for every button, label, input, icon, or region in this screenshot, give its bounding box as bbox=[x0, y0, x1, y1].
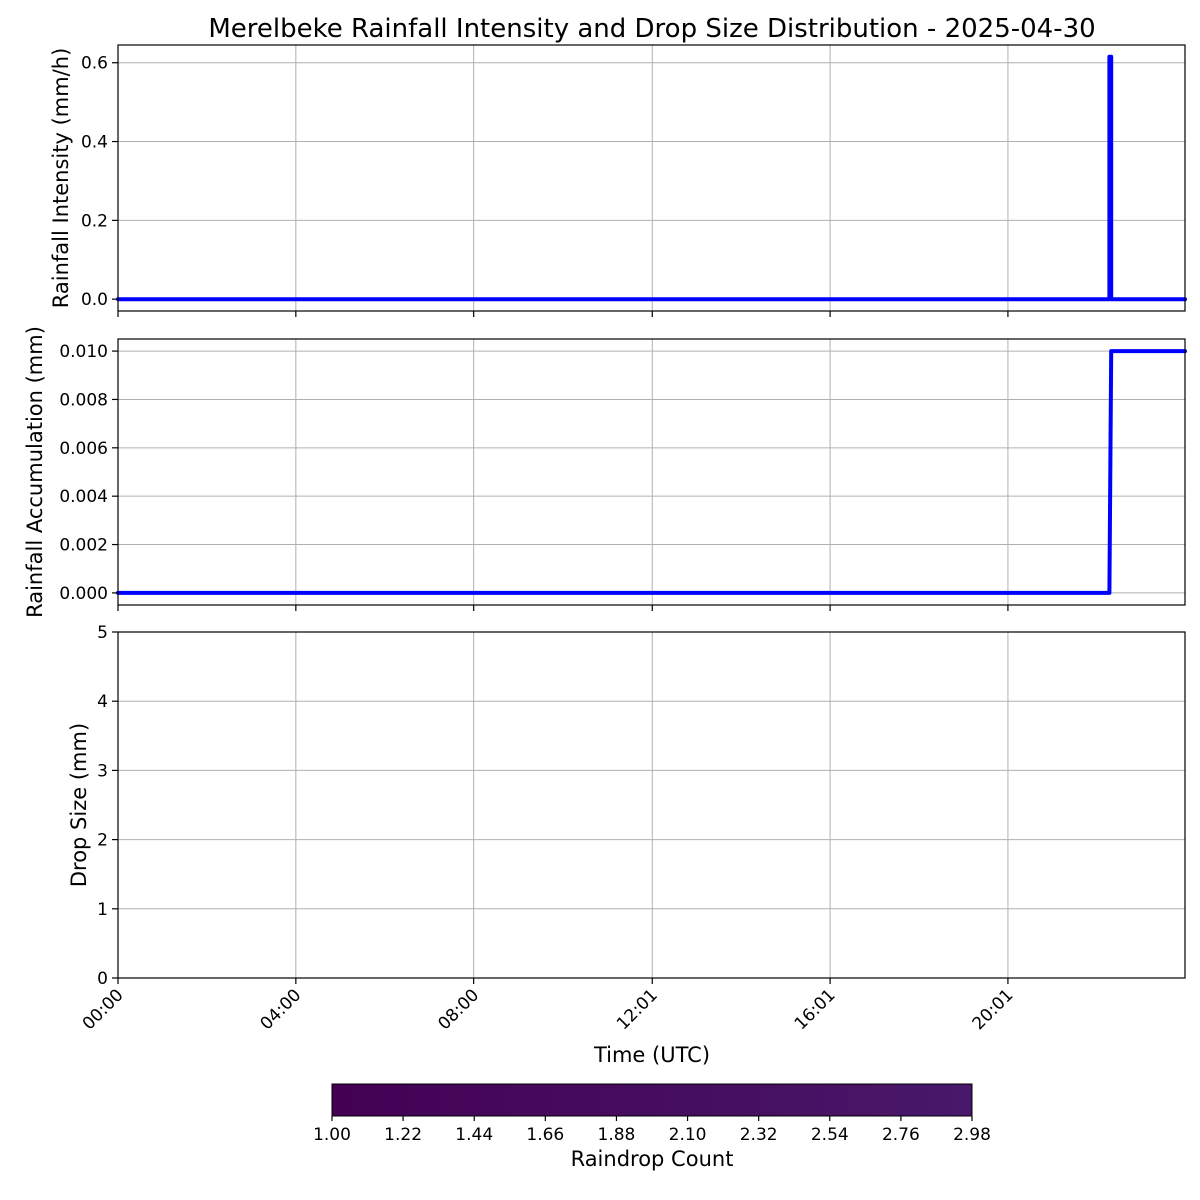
drop-size-y-tick-label: 5 bbox=[97, 623, 108, 643]
colorbar-tick-label: 2.32 bbox=[740, 1125, 778, 1145]
drop-size-y-tick-label: 4 bbox=[97, 692, 108, 712]
intensity-y-tick-label: 0.0 bbox=[81, 290, 108, 310]
colorbar-gradient bbox=[331, 1083, 973, 1117]
accumulation-y-tick-label: 0.002 bbox=[59, 536, 108, 556]
intensity-y-axis-label: Rainfall Intensity (mm/h) bbox=[49, 48, 73, 309]
intensity-panel: 0.0 0.2 0.4 0.6 Rainfall Intensity (mm/h) bbox=[49, 44, 1187, 317]
accumulation-y-tick-label: 0.004 bbox=[59, 487, 108, 507]
accumulation-y-tick-label: 0.008 bbox=[59, 390, 108, 410]
intensity-series-line bbox=[116, 54, 1187, 302]
x-tick-label: 08:00 bbox=[434, 985, 483, 1034]
accumulation-y-tick-label: 0.010 bbox=[59, 342, 108, 362]
colorbar-tick-label: 2.76 bbox=[882, 1125, 920, 1145]
colorbar-tick-label: 1.22 bbox=[384, 1125, 422, 1145]
colorbar-tick-label: 1.66 bbox=[526, 1125, 564, 1145]
accumulation-panel: 0.000 0.002 0.004 0.006 0.008 0.010 Rainfall … bbox=[23, 326, 1187, 618]
x-tick-label: 16:01 bbox=[791, 985, 840, 1034]
accumulation-y-tick-label: 0.000 bbox=[59, 584, 108, 604]
x-tick-label: 20:01 bbox=[969, 985, 1018, 1034]
x-tick-label: 12:01 bbox=[613, 985, 662, 1034]
colorbar-tick-label: 1.44 bbox=[455, 1125, 493, 1145]
time-x-axis-label: Time (UTC) bbox=[593, 1043, 710, 1067]
accumulation-y-axis-label: Rainfall Accumulation (mm) bbox=[23, 326, 47, 618]
colorbar-tick-label: 2.10 bbox=[669, 1125, 707, 1145]
drop-size-y-axis-label: Drop Size (mm) bbox=[67, 723, 91, 887]
drop-size-panel: 0 1 2 3 4 5 00:00 04:00 08:00 12:01 16:01 20:01 Dr… bbox=[67, 623, 1186, 1067]
colorbar: 1.00 1.22 1.44 1.66 1.88 2.10 2.32 2.54 2.76 2.98… bbox=[313, 1083, 991, 1171]
accumulation-series-line bbox=[116, 349, 1187, 595]
drop-size-y-tick-label: 2 bbox=[97, 831, 108, 851]
intensity-y-tick-label: 0.6 bbox=[81, 54, 108, 74]
drop-size-axes-frame bbox=[117, 631, 1186, 979]
colorbar-label: Raindrop Count bbox=[571, 1147, 734, 1171]
x-tick-label: 00:00 bbox=[79, 985, 128, 1034]
intensity-axes-frame bbox=[117, 44, 1186, 312]
accumulation-axes-frame bbox=[117, 338, 1186, 606]
drop-size-y-tick-label: 1 bbox=[97, 900, 108, 920]
colorbar-tick-label: 2.98 bbox=[953, 1125, 991, 1145]
intensity-y-tick-label: 0.2 bbox=[81, 211, 108, 231]
drop-size-y-tick-label: 0 bbox=[97, 969, 108, 989]
x-tick-label: 04:00 bbox=[257, 985, 306, 1034]
colorbar-tick-label: 2.54 bbox=[811, 1125, 849, 1145]
chart-title: Merelbeke Rainfall Intensity and Drop Si… bbox=[208, 14, 1095, 44]
colorbar-tick-label: 1.00 bbox=[313, 1125, 351, 1145]
colorbar-tick-label: 1.88 bbox=[598, 1125, 636, 1145]
drop-size-y-tick-label: 3 bbox=[97, 761, 108, 781]
accumulation-y-tick-label: 0.006 bbox=[59, 439, 108, 459]
intensity-y-tick-label: 0.4 bbox=[81, 133, 108, 153]
